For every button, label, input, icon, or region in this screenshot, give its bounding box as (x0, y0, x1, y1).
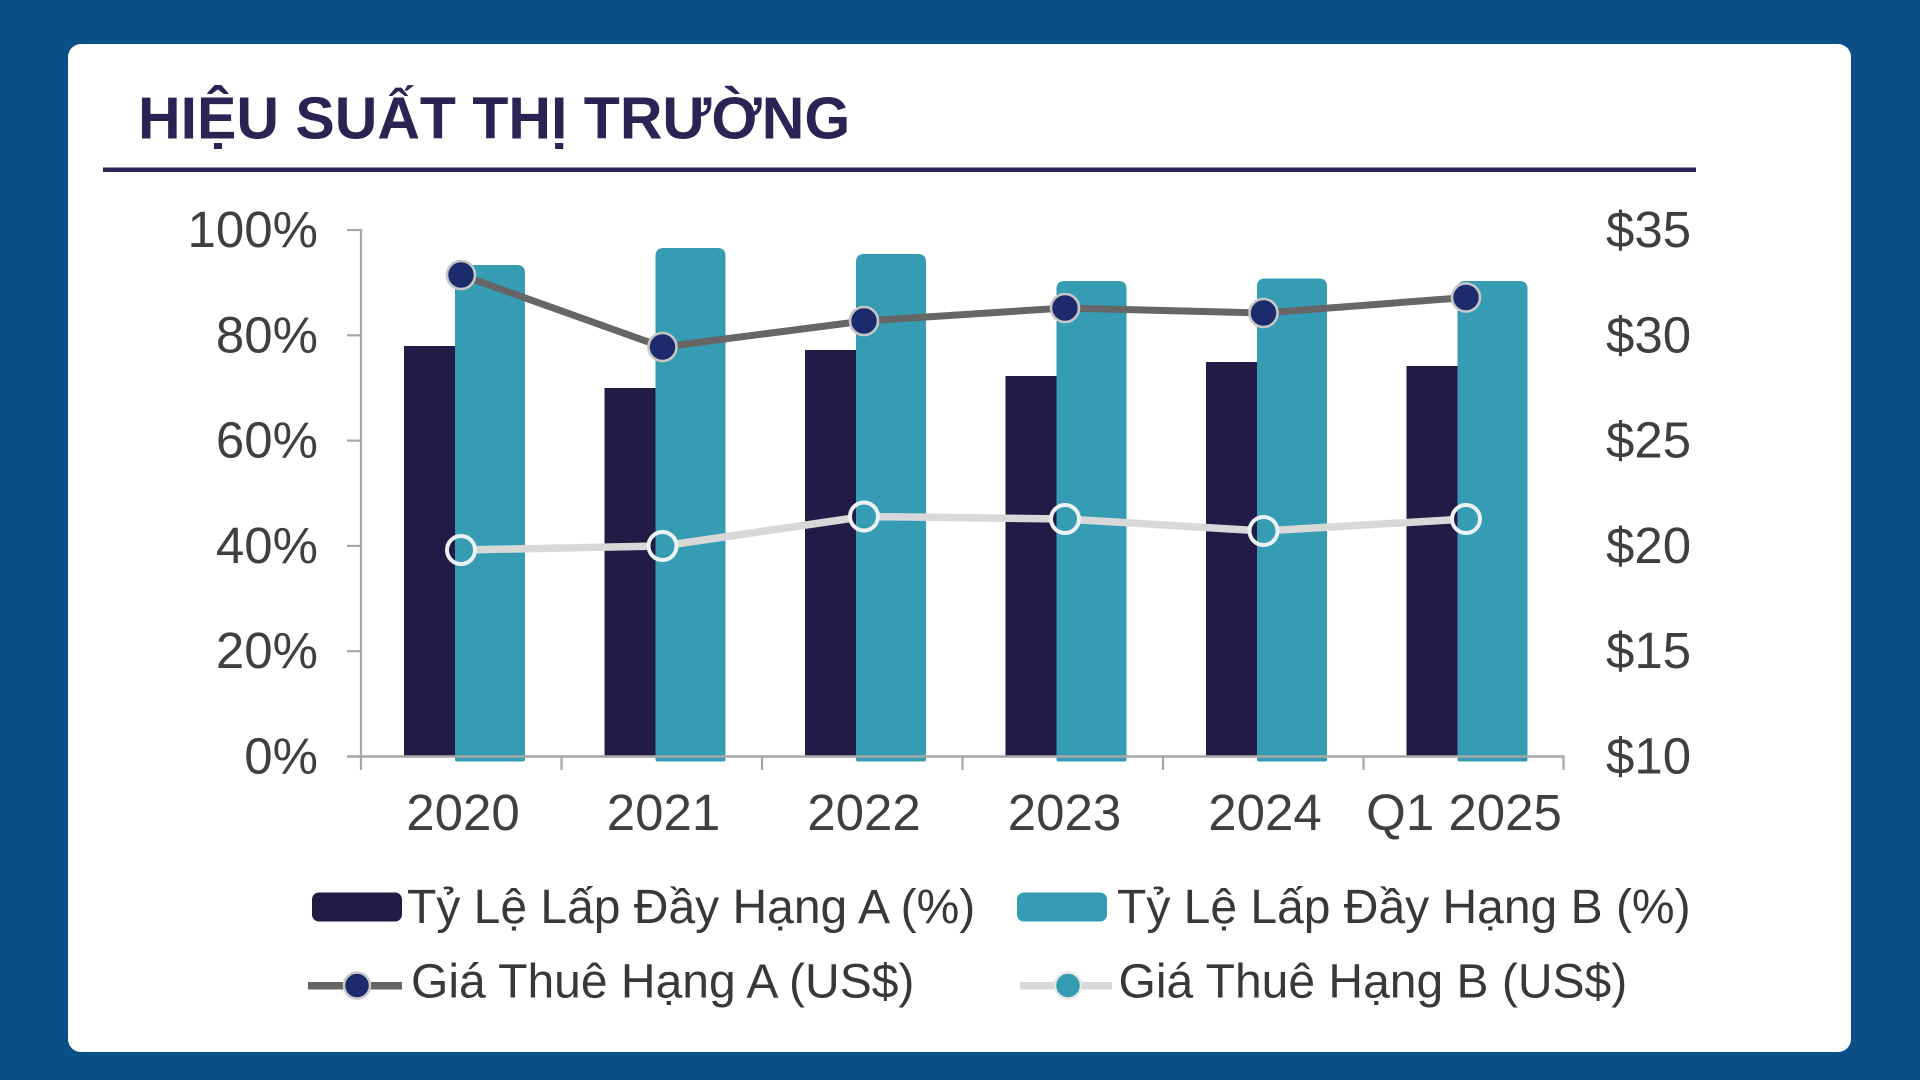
svg-text:40%: 40% (216, 517, 318, 574)
svg-text:$20: $20 (1606, 517, 1691, 574)
svg-text:$15: $15 (1606, 622, 1691, 679)
svg-text:2024: 2024 (1208, 784, 1321, 841)
svg-text:$35: $35 (1606, 201, 1691, 258)
svg-text:2021: 2021 (607, 784, 720, 841)
svg-text:2020: 2020 (406, 784, 519, 841)
svg-text:100%: 100% (188, 201, 318, 258)
svg-text:2023: 2023 (1008, 784, 1121, 841)
svg-text:$30: $30 (1606, 306, 1691, 363)
svg-text:20%: 20% (216, 622, 318, 679)
svg-text:$25: $25 (1606, 412, 1691, 469)
svg-text:Giá Thuê Hạng A (US$): Giá Thuê Hạng A (US$) (411, 956, 914, 1009)
svg-text:2022: 2022 (807, 784, 920, 841)
svg-text:60%: 60% (216, 412, 318, 469)
svg-text:80%: 80% (216, 306, 318, 363)
svg-text:0%: 0% (244, 728, 318, 785)
svg-text:Tỷ Lệ Lấp Đầy Hạng A (%): Tỷ Lệ Lấp Đầy Hạng A (%) (407, 881, 975, 934)
svg-text:HIỆU SUẤT THỊ TRƯỜNG: HIỆU SUẤT THỊ TRƯỜNG (138, 85, 850, 152)
svg-text:$10: $10 (1606, 728, 1691, 785)
svg-text:Q1 2025: Q1 2025 (1366, 784, 1562, 841)
svg-text:Tỷ Lệ Lấp Đầy Hạng B (%): Tỷ Lệ Lấp Đầy Hạng B (%) (1117, 881, 1691, 934)
svg-text:Giá Thuê Hạng B (US$): Giá Thuê Hạng B (US$) (1119, 956, 1628, 1009)
